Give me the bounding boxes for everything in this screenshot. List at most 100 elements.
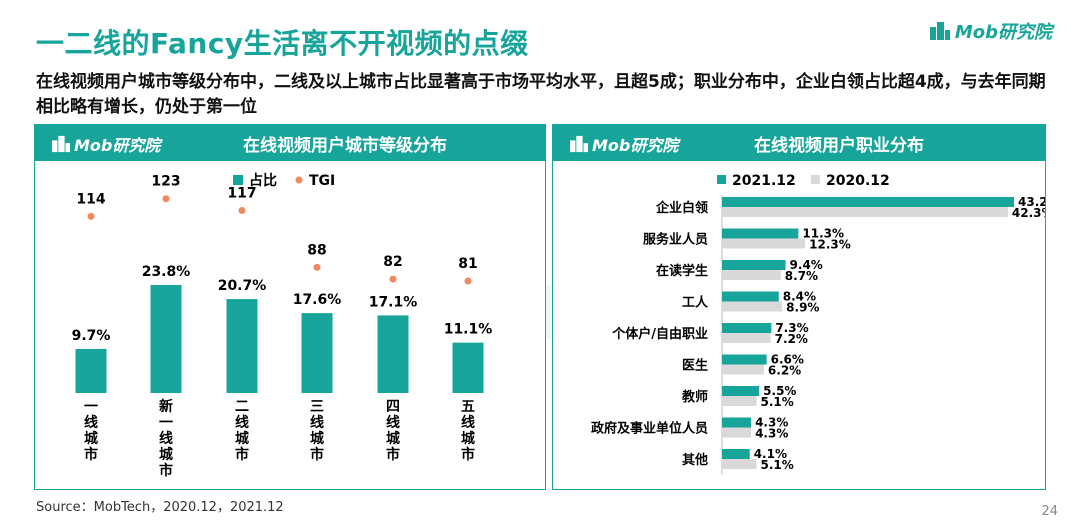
bar	[75, 348, 107, 393]
y-tick-label: 在读学生	[656, 263, 708, 279]
occupation-panel: Mob研究院 在线视频用户职业分布 2021.12 2020.12 43.2%42.…	[552, 124, 1046, 490]
bar-2020	[722, 301, 783, 312]
legend-label-tgi: TGI	[309, 173, 335, 189]
brand-name: Mob研究院	[954, 22, 1052, 43]
data-label-2021: 8.4%	[783, 290, 816, 304]
y-tick-label: 企业白领	[655, 200, 708, 216]
data-label-2021: 6.6%	[771, 353, 804, 367]
tgi-label: 88	[307, 242, 326, 258]
panel-title: 在线视频用户城市等级分布	[243, 135, 447, 156]
data-label-2020: 5.1%	[760, 395, 793, 409]
bar	[452, 342, 484, 393]
data-label-2020: 12.3%	[809, 238, 851, 252]
x-tick-label: 五线城市	[461, 399, 475, 463]
legend-swatch-share	[233, 175, 243, 185]
bar	[301, 313, 333, 393]
y-tick-label: 服务业人员	[643, 232, 708, 248]
bar	[377, 315, 409, 393]
building-icon	[570, 135, 588, 153]
data-label: 11.1%	[444, 322, 493, 338]
data-label-2021: 43.2%	[1018, 195, 1045, 209]
chart-legend: 占比 TGI	[233, 172, 335, 189]
city-tier-chart: 占比 TGI 9.7% 114 一线城市 23.8% 123 新一线城市 20.7% 117 二线城…	[72, 172, 493, 479]
legend-swatch-2021	[717, 175, 726, 184]
tgi-point	[238, 206, 246, 214]
x-tick-label: 二线城市	[235, 399, 249, 463]
x-tick-label: 三线城市	[310, 399, 324, 463]
bar-2020	[722, 333, 771, 343]
source-note: Source：MobTech，2020.12，2021.12	[36, 500, 284, 515]
building-icon	[52, 135, 70, 153]
y-tick-label: 工人	[682, 295, 709, 311]
brand-logo: Mob研究院	[929, 18, 1052, 44]
bar-2021	[722, 323, 772, 333]
panel-title: 在线视频用户职业分布	[754, 135, 924, 156]
panel-brand-logo: Mob研究院	[51, 132, 160, 156]
data-label: 23.8%	[142, 264, 191, 280]
bar-2020	[722, 238, 806, 249]
chart-legend: 2021.12 2020.12	[717, 173, 890, 189]
x-tick-label: 一线城市	[84, 399, 98, 463]
data-label: 20.7%	[218, 278, 267, 294]
bar-2020	[722, 427, 752, 438]
bar-2020	[722, 270, 781, 280]
panel-brand-logo: Mob研究院	[569, 132, 678, 156]
data-label-2021: 9.4%	[790, 258, 823, 272]
bar	[226, 299, 258, 393]
data-label-2020: 8.9%	[786, 301, 819, 315]
tgi-point	[162, 195, 170, 203]
data-label-2021: 7.3%	[775, 321, 808, 335]
data-label-2020: 7.2%	[775, 332, 808, 346]
data-label-2020: 5.1%	[760, 458, 793, 472]
city-tier-panel: Mob研究院 在线视频用户城市等级分布 占比 TGI 9.7% 114 一线城市 23.8…	[34, 124, 546, 490]
data-label-2021: 5.5%	[763, 384, 796, 398]
panel-brand-name: Mob研究院	[74, 136, 161, 155]
bar-2021	[722, 417, 752, 428]
data-label-2020: 4.3%	[755, 427, 788, 441]
panel-header: Mob研究院 在线视频用户城市等级分布	[35, 125, 545, 161]
data-label-2020: 8.7%	[785, 269, 818, 283]
y-tick-label: 政府及事业单位人员	[591, 421, 708, 437]
x-tick-label: 新一线城市	[159, 398, 173, 479]
page-number: 24	[1041, 504, 1058, 519]
tgi-point	[87, 212, 95, 220]
y-tick-label: 医生	[682, 358, 708, 374]
data-label-2021: 4.1%	[754, 447, 787, 461]
tgi-label: 82	[383, 254, 402, 270]
legend-swatch-tgi	[295, 176, 303, 184]
y-tick-label: 教师	[681, 389, 708, 405]
bar	[150, 285, 182, 393]
bar-2020	[722, 459, 757, 469]
tgi-label: 81	[458, 256, 477, 272]
building-icon	[929, 22, 950, 40]
page-subtitle: 在线视频用户城市等级分布中，二线及以上城市占比显著高于市场平均水平，且超5成；职…	[36, 72, 1046, 117]
bar-2021	[722, 386, 760, 396]
tgi-point	[389, 275, 397, 283]
tgi-label: 114	[76, 191, 105, 207]
y-tick-label: 个体户/自由职业	[611, 326, 708, 342]
tgi-label: 123	[151, 174, 180, 190]
bar-2021	[722, 260, 786, 270]
legend-label-share: 占比	[249, 172, 277, 189]
legend-label-2021: 2021.12	[732, 173, 796, 189]
data-label-2021: 11.3%	[802, 227, 844, 241]
x-tick-label: 四线城市	[386, 399, 400, 463]
occupation-chart: 2021.12 2020.12 43.2%42.3% 企业白领 11.3%12.3% 服务…	[591, 173, 1045, 475]
bar-2021	[722, 228, 799, 239]
bar-2020	[722, 364, 764, 375]
bar-2021	[722, 291, 779, 302]
page-title: 一二线的Fancy生活离不开视频的点缀	[36, 27, 529, 60]
bar-2021	[722, 197, 1014, 207]
tgi-point	[313, 263, 321, 271]
panel-header: Mob研究院 在线视频用户职业分布	[553, 125, 1045, 161]
bar-2021	[722, 354, 767, 365]
legend-label-2020: 2020.12	[826, 173, 890, 189]
data-label-2020: 6.2%	[768, 364, 801, 378]
bar-2021	[722, 449, 750, 459]
tgi-point	[464, 277, 472, 285]
data-label: 17.6%	[293, 292, 342, 308]
bar-2020	[722, 207, 1008, 217]
y-tick-label: 其他	[682, 452, 708, 468]
data-label: 17.1%	[369, 294, 418, 310]
data-label-2021: 4.3%	[755, 416, 788, 430]
